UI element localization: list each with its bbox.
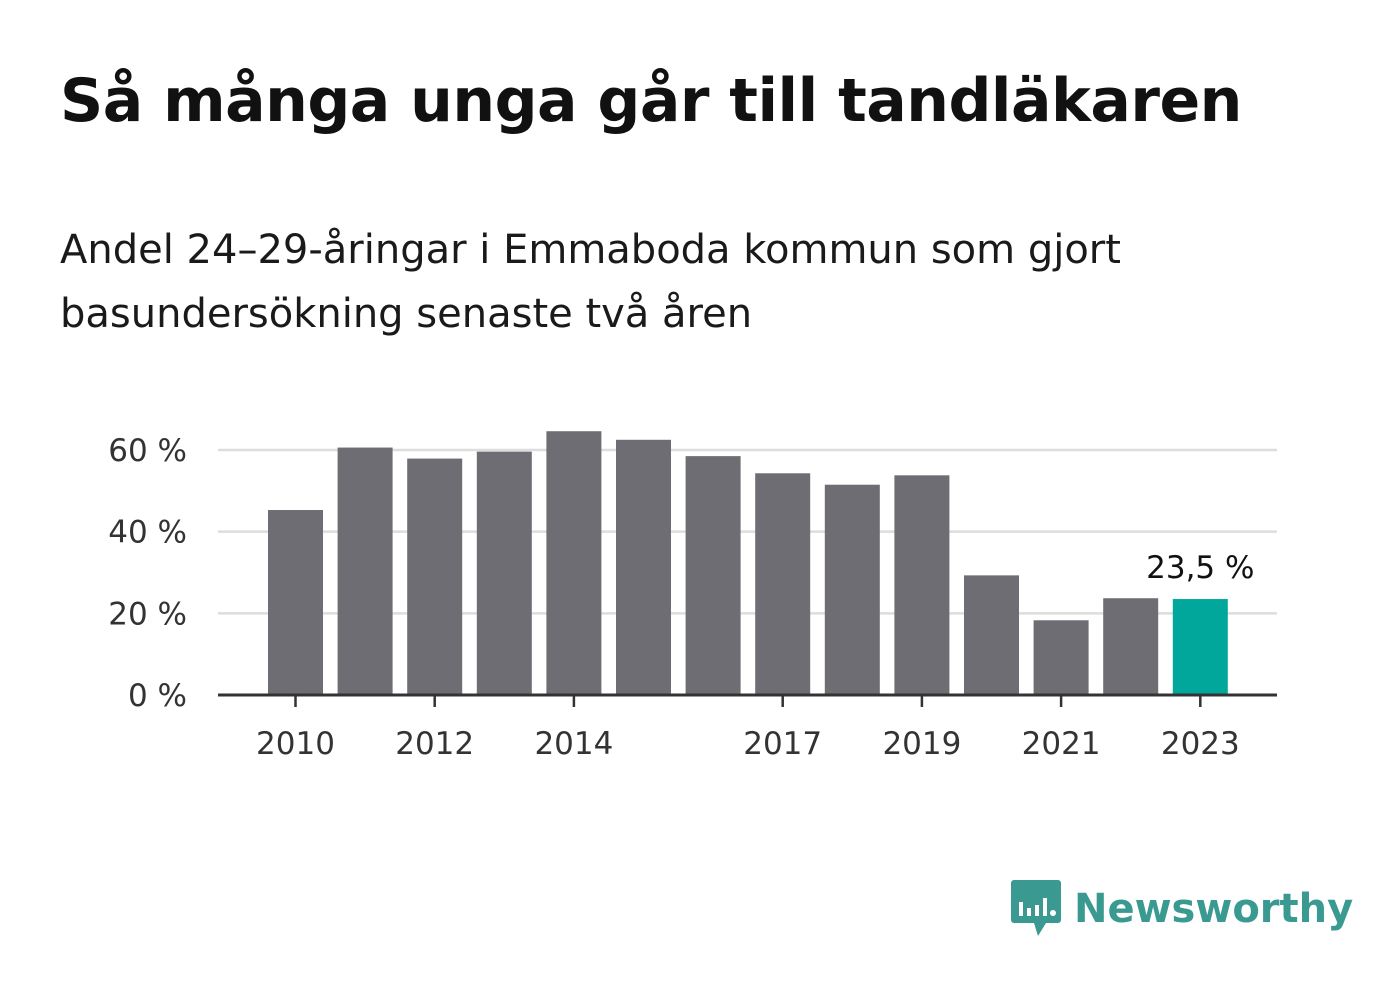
bar-2010	[268, 510, 323, 695]
labels: 0 % 20 % 40 % 60 % 2010 2012 2014 2017 2019 2021 2…	[108, 433, 1254, 762]
y-tick-label: 60 %	[108, 433, 187, 469]
bar-2023	[1172, 599, 1228, 695]
bar-2017	[755, 473, 811, 695]
bar-2016	[685, 456, 741, 695]
chart-subtitle: Andel 24–29-åringar i Emmaboda kommun so…	[60, 227, 1121, 337]
y-tick-label: 40 %	[108, 515, 187, 551]
x-tick-label: 2012	[395, 726, 474, 762]
y-tick-label: 20 %	[108, 596, 187, 632]
x-tick-label: 2021	[1022, 726, 1101, 762]
x-tick-label: 2023	[1161, 726, 1240, 762]
bar-2021	[1033, 620, 1089, 695]
x-tick-label: 2010	[256, 726, 335, 762]
x-tick-label: 2014	[534, 726, 613, 762]
bars	[268, 431, 1228, 695]
newsworthy-chart-bubble-icon	[1011, 880, 1061, 936]
brand-name: Newsworthy	[1074, 886, 1354, 932]
bar-2015	[616, 439, 671, 695]
chart-title: Så många unga går till tandläkaren	[60, 66, 1242, 136]
x-axis	[218, 693, 1277, 707]
x-tick-label: 2019	[882, 726, 961, 762]
x-tick-label: 2017	[743, 726, 822, 762]
y-tick-label: 0 %	[128, 678, 187, 714]
bar-2018	[824, 484, 880, 695]
bar-2019	[894, 475, 950, 695]
gridlines	[218, 448, 1277, 615]
brand-logo: Newsworthy	[1010, 878, 1353, 940]
bar-2012	[407, 458, 463, 695]
bar-2020	[964, 575, 1019, 695]
bar-2014	[546, 431, 602, 695]
bar-2011	[337, 447, 393, 695]
bar-2013	[476, 451, 532, 695]
bar-2022	[1103, 598, 1159, 695]
highlight-value-label: 23,5 %	[1146, 550, 1254, 586]
